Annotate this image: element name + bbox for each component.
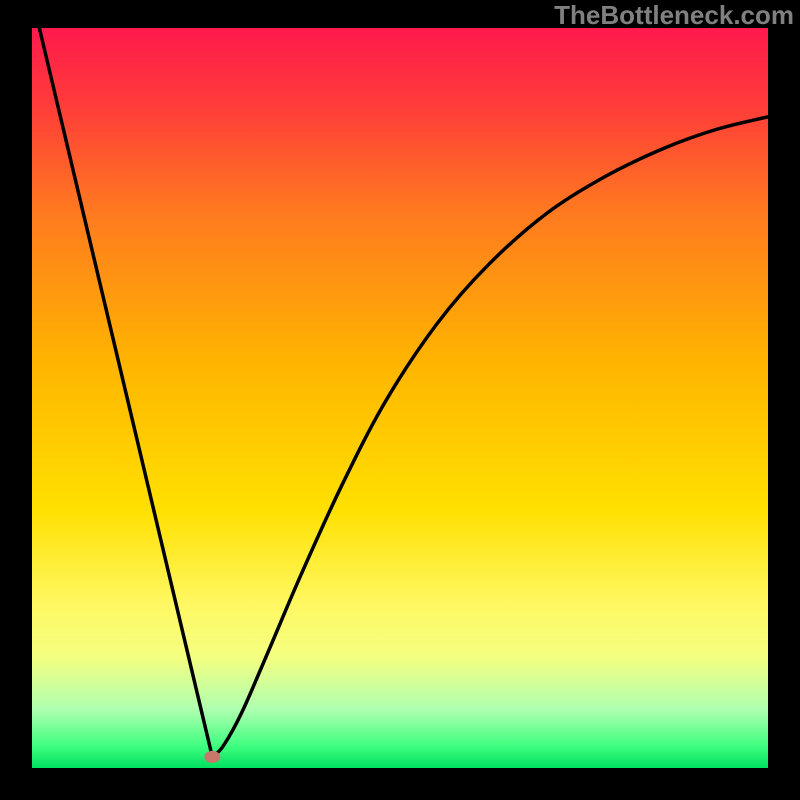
gradient-background <box>32 28 768 768</box>
chart-svg <box>0 0 800 800</box>
minimum-marker <box>204 751 220 763</box>
figure-container: TheBottleneck.com <box>0 0 800 800</box>
